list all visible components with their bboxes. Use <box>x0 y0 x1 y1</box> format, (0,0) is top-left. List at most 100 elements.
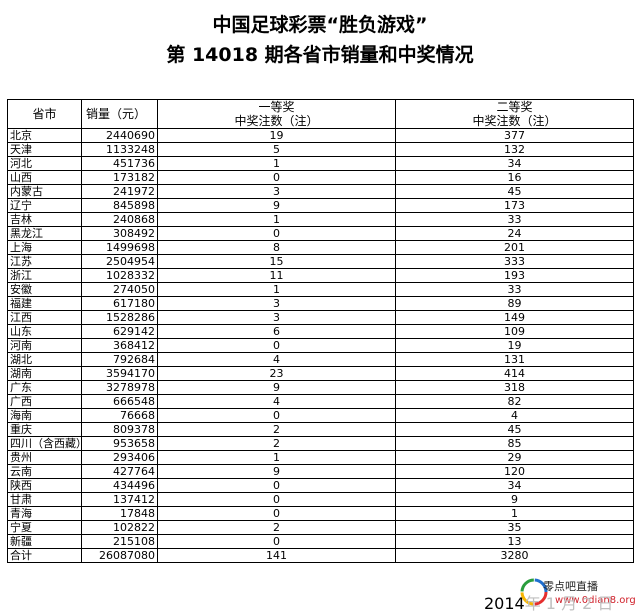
sales-cell: 17848 <box>81 506 158 521</box>
table-row: 吉林 240868 1 33 <box>7 212 634 227</box>
second-prize-cell: 149 <box>395 310 634 325</box>
watermark-logo-icon <box>520 578 548 606</box>
table-row: 河北 451736 1 34 <box>7 156 634 171</box>
second-prize-cell: 109 <box>395 324 634 339</box>
table-row: 上海 1499698 8 201 <box>7 240 634 255</box>
second-prize-cell: 34 <box>395 478 634 493</box>
sales-cell: 3278978 <box>81 380 158 395</box>
footer-date-faded: 年 1 月 2 日 <box>524 594 614 613</box>
province-cell: 湖北 <box>7 352 82 367</box>
sales-cell: 173182 <box>81 170 158 185</box>
table-row: 广西 666548 4 82 <box>7 394 634 409</box>
first-prize-cell: 9 <box>157 380 396 395</box>
second-prize-cell: 35 <box>395 520 634 535</box>
first-prize-cell: 5 <box>157 142 396 157</box>
second-prize-cell: 377 <box>395 128 634 143</box>
second-prize-cell: 33 <box>395 212 634 227</box>
first-prize-cell: 1 <box>157 450 396 465</box>
sales-cell: 293406 <box>81 450 158 465</box>
sales-cell: 434496 <box>81 478 158 493</box>
province-cell: 吉林 <box>7 212 82 227</box>
province-cell: 湖南 <box>7 366 82 381</box>
province-cell: 江苏 <box>7 254 82 269</box>
province-cell: 河北 <box>7 156 82 171</box>
sales-cell: 241972 <box>81 184 158 199</box>
sales-cell: 629142 <box>81 324 158 339</box>
footer-date: 2014年 1 月 2 日 <box>484 590 613 614</box>
first-prize-cell: 0 <box>157 338 396 353</box>
province-cell: 合计 <box>7 548 82 563</box>
first-prize-cell: 6 <box>157 324 396 339</box>
second-prize-cell: 13 <box>395 534 634 549</box>
table-row: 山西 173182 0 16 <box>7 170 634 185</box>
table-body: 北京 2440690 19 377 天津 1133248 5 132 河北 451736 1 34 山西… <box>7 128 634 563</box>
province-cell: 新疆 <box>7 534 82 549</box>
first-prize-cell: 2 <box>157 520 396 535</box>
province-cell: 海南 <box>7 408 82 423</box>
second-prize-cell: 132 <box>395 142 634 157</box>
table-row: 海南 76668 0 4 <box>7 408 634 423</box>
sales-cell: 845898 <box>81 198 158 213</box>
second-prize-cell: 85 <box>395 436 634 451</box>
province-cell: 广东 <box>7 380 82 395</box>
sales-cell: 1028332 <box>81 268 158 283</box>
first-prize-cell: 1 <box>157 212 396 227</box>
sales-cell: 26087080 <box>81 548 158 563</box>
first-prize-cell: 4 <box>157 394 396 409</box>
province-cell: 陕西 <box>7 478 82 493</box>
second-prize-cell: 173 <box>395 198 634 213</box>
sales-cell: 137412 <box>81 492 158 507</box>
province-cell: 福建 <box>7 296 82 311</box>
second-prize-cell: 33 <box>395 282 634 297</box>
province-cell: 安徽 <box>7 282 82 297</box>
first-prize-cell: 3 <box>157 296 396 311</box>
second-prize-cell: 34 <box>395 156 634 171</box>
footer-date-year: 2014 <box>484 594 525 613</box>
province-cell: 江西 <box>7 310 82 325</box>
sales-cell: 792684 <box>81 352 158 367</box>
province-cell: 浙江 <box>7 268 82 283</box>
second-prize-cell: 201 <box>395 240 634 255</box>
first-prize-cell: 3 <box>157 310 396 325</box>
second-prize-cell: 45 <box>395 184 634 199</box>
first-prize-cell: 141 <box>157 548 396 563</box>
header-second-winners: 中奖注数（注） <box>395 114 634 129</box>
province-cell: 广西 <box>7 394 82 409</box>
table-row: 山东 629142 6 109 <box>7 324 634 339</box>
second-prize-cell: 9 <box>395 492 634 507</box>
sales-cell: 1499698 <box>81 240 158 255</box>
first-prize-cell: 1 <box>157 156 396 171</box>
table-row: 北京 2440690 19 377 <box>7 128 634 143</box>
watermark-url: www.0dian8.org <box>555 595 636 606</box>
header-first-prize: 一等奖 <box>157 99 396 114</box>
sales-cell: 617180 <box>81 296 158 311</box>
second-prize-cell: 4 <box>395 408 634 423</box>
province-cell: 内蒙古 <box>7 184 82 199</box>
second-prize-cell: 82 <box>395 394 634 409</box>
table-row: 陕西 434496 0 34 <box>7 478 634 493</box>
first-prize-cell: 3 <box>157 184 396 199</box>
table-row: 青海 17848 0 1 <box>7 506 634 521</box>
second-prize-cell: 29 <box>395 450 634 465</box>
second-prize-cell: 24 <box>395 226 634 241</box>
sales-cell: 215108 <box>81 534 158 549</box>
header-sales: 销量（元） <box>81 99 158 129</box>
second-prize-cell: 45 <box>395 422 634 437</box>
first-prize-cell: 8 <box>157 240 396 255</box>
first-prize-cell: 0 <box>157 478 396 493</box>
sales-cell: 2440690 <box>81 128 158 143</box>
table-row: 内蒙古 241972 3 45 <box>7 184 634 199</box>
province-cell: 黑龙江 <box>7 226 82 241</box>
sales-cell: 809378 <box>81 422 158 437</box>
first-prize-cell: 9 <box>157 464 396 479</box>
table-row: 甘肃 137412 0 9 <box>7 492 634 507</box>
sales-cell: 274050 <box>81 282 158 297</box>
watermark-text: 零点吧直播 <box>543 580 598 593</box>
sales-cell: 368412 <box>81 338 158 353</box>
table-row: 浙江 1028332 11 193 <box>7 268 634 283</box>
first-prize-cell: 0 <box>157 226 396 241</box>
table-row: 天津 1133248 5 132 <box>7 142 634 157</box>
table-row: 贵州 293406 1 29 <box>7 450 634 465</box>
table-row: 湖南 3594170 23 414 <box>7 366 634 381</box>
sales-cell: 2504954 <box>81 254 158 269</box>
